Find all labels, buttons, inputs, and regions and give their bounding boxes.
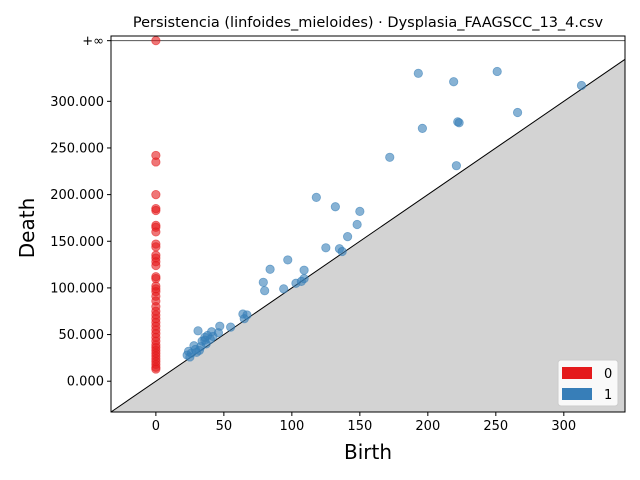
x-axis-label: Birth xyxy=(344,440,392,464)
x-tick-label: 100 xyxy=(279,419,304,434)
y-axis-label: Death xyxy=(15,198,39,258)
axes-frame xyxy=(110,35,626,413)
data-point-1 xyxy=(343,231,353,242)
y-tick-label: 250.000 xyxy=(50,141,104,156)
data-point-1 xyxy=(512,107,523,118)
y-tick-label-infinity: +∞ xyxy=(82,34,104,49)
x-tick-label: 50 xyxy=(216,419,233,434)
data-point-1 xyxy=(299,265,309,275)
x-tick-label: 300 xyxy=(551,419,576,434)
data-point-1 xyxy=(200,335,210,345)
data-point-1 xyxy=(451,161,461,171)
y-tick-label: 200.000 xyxy=(50,188,104,203)
y-tick-label: 100.000 xyxy=(50,281,104,296)
data-point-1 xyxy=(283,255,293,265)
y-tick-label: 150.000 xyxy=(50,235,104,250)
data-point-1 xyxy=(449,77,459,87)
legend-swatch-1 xyxy=(562,388,592,400)
y-tick-label: 300.000 xyxy=(50,95,104,110)
legend: 01 xyxy=(557,359,619,407)
data-point-1 xyxy=(192,347,202,357)
data-point-1 xyxy=(208,331,218,342)
data-point-1 xyxy=(185,352,195,362)
data-point-1 xyxy=(413,68,423,78)
data-point-1 xyxy=(576,80,587,91)
y-tick-label: 0.000 xyxy=(67,375,104,390)
data-point-1 xyxy=(260,286,270,296)
data-point-1 xyxy=(291,278,301,288)
plot-area: 0 50 100 150 200 250 300 0.000 50.000 100.000 150.… xyxy=(50,34,626,434)
x-tick-label: 0 xyxy=(152,419,160,434)
data-point-1 xyxy=(299,273,309,284)
legend-swatch-0 xyxy=(562,367,592,379)
data-point-1 xyxy=(258,277,268,287)
data-point-1 xyxy=(239,314,249,324)
data-point-0 xyxy=(151,364,161,374)
legend-label-1: 1 xyxy=(604,388,612,403)
x-tick-label: 250 xyxy=(483,419,508,434)
data-point-1 xyxy=(321,243,331,253)
data-point-0 xyxy=(151,260,161,271)
data-point-1 xyxy=(193,326,203,336)
data-point-1 xyxy=(492,66,502,77)
data-point-0 xyxy=(151,205,161,216)
data-point-1 xyxy=(337,246,347,257)
data-point-1 xyxy=(226,322,236,332)
data-point-0 xyxy=(151,242,161,252)
data-point-1 xyxy=(265,264,275,274)
data-point-1 xyxy=(355,206,365,217)
data-point-1 xyxy=(385,152,395,162)
data-point-0 xyxy=(151,190,161,200)
data-point-1 xyxy=(279,284,289,294)
data-point-0 xyxy=(151,36,161,46)
data-point-1 xyxy=(417,123,427,133)
data-point-1 xyxy=(330,202,340,212)
chart-title: Persistencia (linfoides_mieloides) · Dys… xyxy=(133,15,604,31)
legend-label-0: 0 xyxy=(604,367,612,382)
data-point-1 xyxy=(311,192,321,203)
y-tick-label: 50.000 xyxy=(59,328,105,343)
data-point-1 xyxy=(454,118,464,128)
x-tick-label: 200 xyxy=(415,419,440,434)
data-point-1 xyxy=(352,219,362,230)
x-tick-label: 150 xyxy=(347,419,372,434)
data-point-0 xyxy=(151,157,161,167)
data-point-0 xyxy=(151,227,161,237)
